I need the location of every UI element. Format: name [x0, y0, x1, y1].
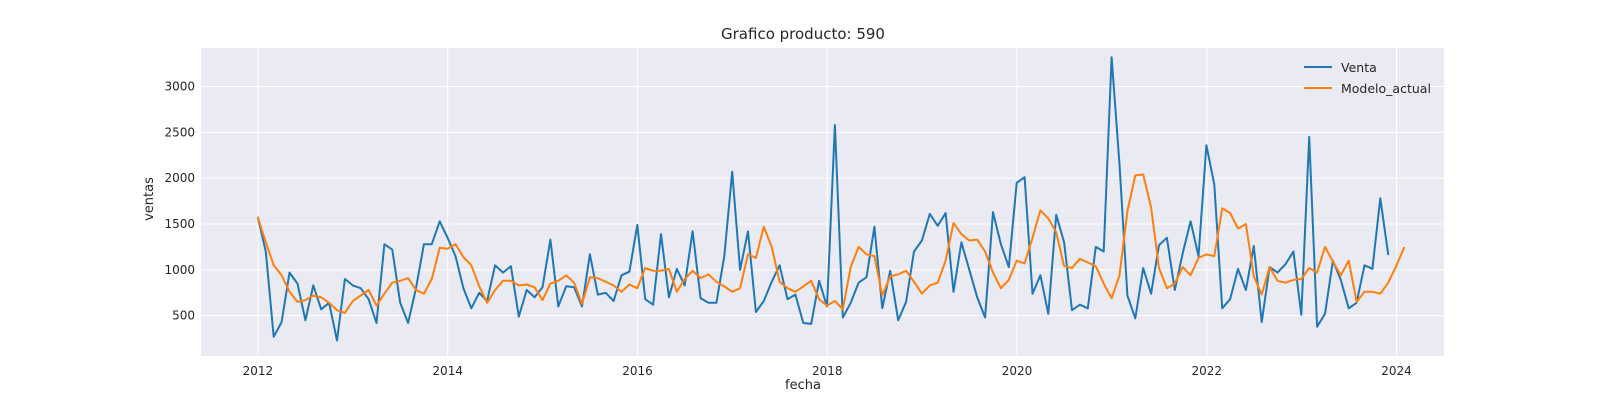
x-tick-label: 2014: [432, 364, 463, 378]
y-axis-label: ventas: [142, 177, 157, 221]
legend: Venta Modelo_actual: [1304, 60, 1431, 96]
x-axis-ticks: 2012 2014 2016 2018 2020 2022 2024: [243, 364, 1412, 378]
y-tick-label: 1500: [164, 217, 195, 231]
x-tick-label: 2024: [1381, 364, 1412, 378]
legend-label: Modelo_actual: [1341, 81, 1431, 96]
series-line-venta: [256, 56, 1390, 342]
chart-title: Grafico producto: 590: [721, 25, 885, 43]
x-tick-label: 2020: [1002, 364, 1033, 378]
series-layer: [256, 56, 1405, 342]
series-line-modelo-actual: [256, 173, 1405, 314]
x-tick-label: 2018: [812, 364, 843, 378]
legend-label: Venta: [1341, 60, 1377, 75]
y-tick-label: 1000: [164, 263, 195, 277]
x-tick-label: 2016: [622, 364, 653, 378]
x-axis-label: fecha: [785, 378, 821, 393]
plot-area: [201, 48, 1444, 356]
y-axis-ticks: 500 1000 1500 2000 2500 3000: [164, 80, 195, 323]
y-tick-label: 500: [172, 309, 195, 323]
y-tick-label: 2000: [164, 171, 195, 185]
x-tick-label: 2022: [1192, 364, 1223, 378]
x-tick-label: 2012: [243, 364, 274, 378]
y-tick-label: 3000: [164, 80, 195, 94]
y-tick-label: 2500: [164, 125, 195, 139]
